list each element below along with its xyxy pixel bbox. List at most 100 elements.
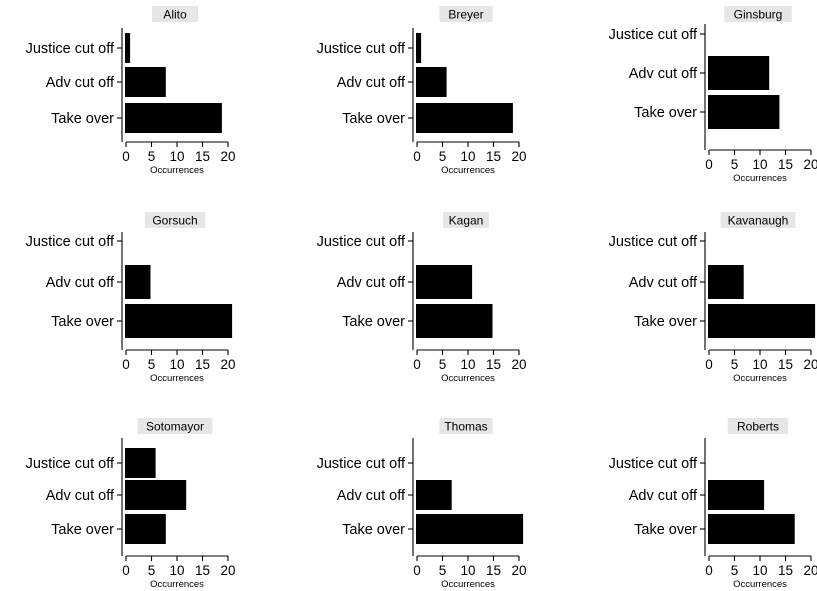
- x-tick-label: 15: [486, 357, 501, 372]
- x-tick-label: 20: [803, 357, 817, 372]
- category-label: Adv cut off: [629, 66, 698, 82]
- x-tick-label: 20: [511, 563, 526, 578]
- category-label: Adv cut off: [337, 488, 406, 504]
- x-tick-label: 15: [195, 149, 210, 164]
- panel-kavanaugh: Kavanaugh Justice cut off Adv cut off Take …: [609, 212, 817, 384]
- category-label: Adv cut off: [46, 488, 115, 504]
- x-tick-label: 15: [778, 563, 793, 578]
- category-label: Take over: [342, 314, 405, 330]
- bar-justice-cut-off: [125, 33, 131, 63]
- x-axis-label: Occurrences: [150, 165, 204, 176]
- x-tick-label: 10: [752, 357, 767, 372]
- panel-title: Gorsuch: [152, 214, 197, 228]
- panel-thomas: Thomas Justice cut off Adv cut off Take ove…: [317, 418, 527, 590]
- x-axis-label: Occurrences: [441, 373, 495, 384]
- panel-title: Ginsburg: [734, 8, 783, 22]
- x-tick-label: 0: [122, 357, 130, 372]
- category-label: Take over: [342, 111, 405, 127]
- x-axis-label: Occurrences: [441, 579, 495, 590]
- bar-adv-cut-off: [416, 265, 473, 299]
- category-label: Adv cut off: [337, 275, 406, 291]
- x-tick-label: 20: [511, 149, 526, 164]
- x-tick-label: 20: [803, 563, 817, 578]
- category-label: Take over: [342, 522, 405, 538]
- x-axis-label: Occurrences: [150, 579, 204, 590]
- bar-take-over: [125, 514, 166, 544]
- x-tick-label: 5: [148, 563, 156, 578]
- panel-title: Roberts: [737, 420, 779, 434]
- category-label: Adv cut off: [337, 75, 406, 91]
- panel-alito: Alito Justice cut off Adv cut off Take over…: [26, 6, 236, 176]
- category-label: Adv cut off: [46, 275, 115, 291]
- x-axis-label: Occurrences: [441, 165, 495, 176]
- title-strip: [439, 418, 493, 434]
- title-strip: [720, 212, 796, 228]
- panel-title: Alito: [163, 8, 187, 22]
- x-tick-label: 5: [731, 357, 739, 372]
- x-tick-label: 20: [803, 157, 817, 172]
- x-tick-label: 5: [148, 357, 156, 372]
- bar-adv-cut-off: [416, 67, 447, 97]
- panel-gorsuch: Gorsuch Justice cut off Adv cut off Take ov…: [26, 212, 236, 384]
- x-tick-label: 15: [486, 149, 501, 164]
- category-label: Take over: [634, 105, 697, 121]
- category-label: Take over: [51, 111, 114, 127]
- category-label: Justice cut off: [609, 27, 698, 43]
- bar-take-over: [416, 304, 493, 338]
- x-tick-label: 5: [439, 563, 447, 578]
- x-tick-label: 10: [169, 149, 184, 164]
- x-tick-label: 15: [778, 157, 793, 172]
- x-tick-label: 10: [752, 157, 767, 172]
- title-strip: [724, 6, 792, 22]
- panel-title: Thomas: [444, 420, 487, 434]
- category-label: Justice cut off: [26, 456, 115, 472]
- bar-adv-cut-off: [708, 480, 765, 510]
- x-tick-label: 5: [731, 563, 739, 578]
- x-tick-label: 5: [439, 357, 447, 372]
- panel-title: Sotomayor: [146, 420, 204, 434]
- panel-sotomayor: Sotomayor Justice cut off Adv cut off Take …: [26, 418, 236, 590]
- x-tick-label: 20: [220, 149, 235, 164]
- x-tick-label: 5: [148, 149, 156, 164]
- bar-adv-cut-off: [708, 56, 770, 90]
- x-tick-label: 0: [705, 357, 713, 372]
- x-tick-label: 0: [413, 563, 421, 578]
- title-strip: [144, 212, 206, 228]
- category-label: Justice cut off: [317, 41, 406, 57]
- x-tick-label: 10: [460, 357, 475, 372]
- x-tick-label: 15: [486, 563, 501, 578]
- x-tick-label: 5: [731, 157, 739, 172]
- x-tick-label: 15: [778, 357, 793, 372]
- bar-adv-cut-off: [125, 67, 166, 97]
- x-tick-label: 10: [460, 149, 475, 164]
- x-axis-label: Occurrences: [733, 373, 787, 384]
- x-tick-label: 0: [122, 149, 130, 164]
- category-label: Justice cut off: [317, 234, 406, 250]
- x-tick-label: 0: [705, 157, 713, 172]
- x-tick-label: 0: [122, 563, 130, 578]
- bar-justice-cut-off: [125, 448, 156, 478]
- x-tick-label: 10: [169, 563, 184, 578]
- bar-take-over: [125, 304, 233, 338]
- category-label: Justice cut off: [26, 234, 115, 250]
- bar-justice-cut-off: [416, 33, 422, 63]
- title-strip: [152, 6, 198, 22]
- panel-title: Breyer: [448, 8, 483, 22]
- x-tick-label: 20: [220, 563, 235, 578]
- bar-adv-cut-off: [708, 265, 744, 299]
- panel-breyer: Breyer Justice cut off Adv cut off Take ove…: [317, 6, 527, 176]
- x-tick-label: 10: [460, 563, 475, 578]
- title-strip: [727, 418, 789, 434]
- category-label: Justice cut off: [317, 456, 406, 472]
- bar-adv-cut-off: [125, 480, 187, 510]
- bar-take-over: [416, 103, 513, 133]
- x-tick-label: 15: [195, 357, 210, 372]
- category-label: Justice cut off: [26, 41, 115, 57]
- x-tick-label: 10: [169, 357, 184, 372]
- x-axis-label: Occurrences: [733, 579, 787, 590]
- x-tick-label: 10: [752, 563, 767, 578]
- x-axis-label: Occurrences: [150, 373, 204, 384]
- bar-adv-cut-off: [416, 480, 452, 510]
- category-label: Take over: [51, 522, 114, 538]
